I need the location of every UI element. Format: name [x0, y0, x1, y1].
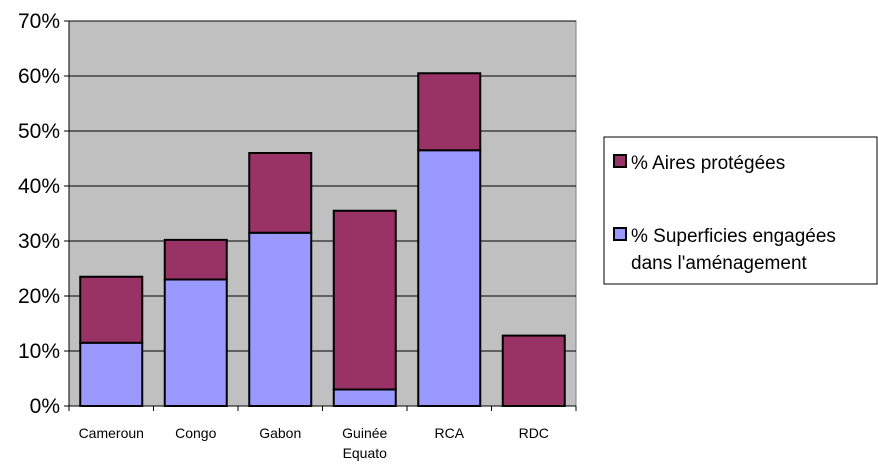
legend-box	[603, 136, 878, 285]
y-tick-label: 70%	[18, 10, 60, 33]
bars	[79, 72, 566, 408]
x-tick-label: RDC	[519, 425, 549, 441]
legend-label: % Aires protégées	[631, 153, 785, 174]
bar-segment	[501, 334, 566, 408]
bar-segment	[332, 388, 397, 407]
bar-segment	[163, 238, 228, 281]
x-tick-label: Congo	[175, 425, 216, 441]
x-tick-label: Cameroun	[79, 425, 144, 441]
x-axis-ticks: Cameroun Congo Gabon Guinée Equato RCA RDC	[68, 406, 577, 461]
x-tick-label: Guinée	[342, 425, 387, 441]
legend-swatch	[613, 227, 627, 241]
bar-segment	[248, 152, 313, 234]
gridlines	[69, 20, 576, 352]
bar-segment	[79, 341, 144, 407]
y-tick-label: 0%	[30, 395, 60, 418]
plot-area	[68, 20, 577, 407]
bar-segment	[417, 149, 482, 407]
legend-swatch	[613, 154, 627, 168]
bar-segment	[332, 209, 397, 391]
bar-segment	[417, 72, 482, 152]
x-tick-label: RCA	[434, 425, 464, 441]
legend-label: dans l'aménagement	[631, 253, 808, 274]
y-tick-label: 30%	[18, 230, 60, 253]
bar-segment	[248, 231, 313, 407]
legend: % Aires protégées % Superficies engagées d…	[603, 136, 878, 285]
y-axis-ticks: 0% 10% 20% 30% 40% 50% 60% 70%	[18, 10, 69, 418]
y-tick-label: 40%	[18, 175, 60, 198]
y-tick-label: 60%	[18, 65, 60, 88]
y-tick-label: 20%	[18, 285, 60, 308]
x-tick-label: Equato	[343, 445, 388, 461]
plot-background	[68, 20, 577, 407]
legend-label: % Superficies engagées	[631, 226, 836, 247]
x-tick-label: Gabon	[259, 425, 301, 441]
bar-segment	[163, 278, 228, 407]
y-tick-label: 50%	[18, 120, 60, 143]
bar-segment	[79, 275, 144, 344]
y-tick-label: 10%	[18, 340, 60, 363]
